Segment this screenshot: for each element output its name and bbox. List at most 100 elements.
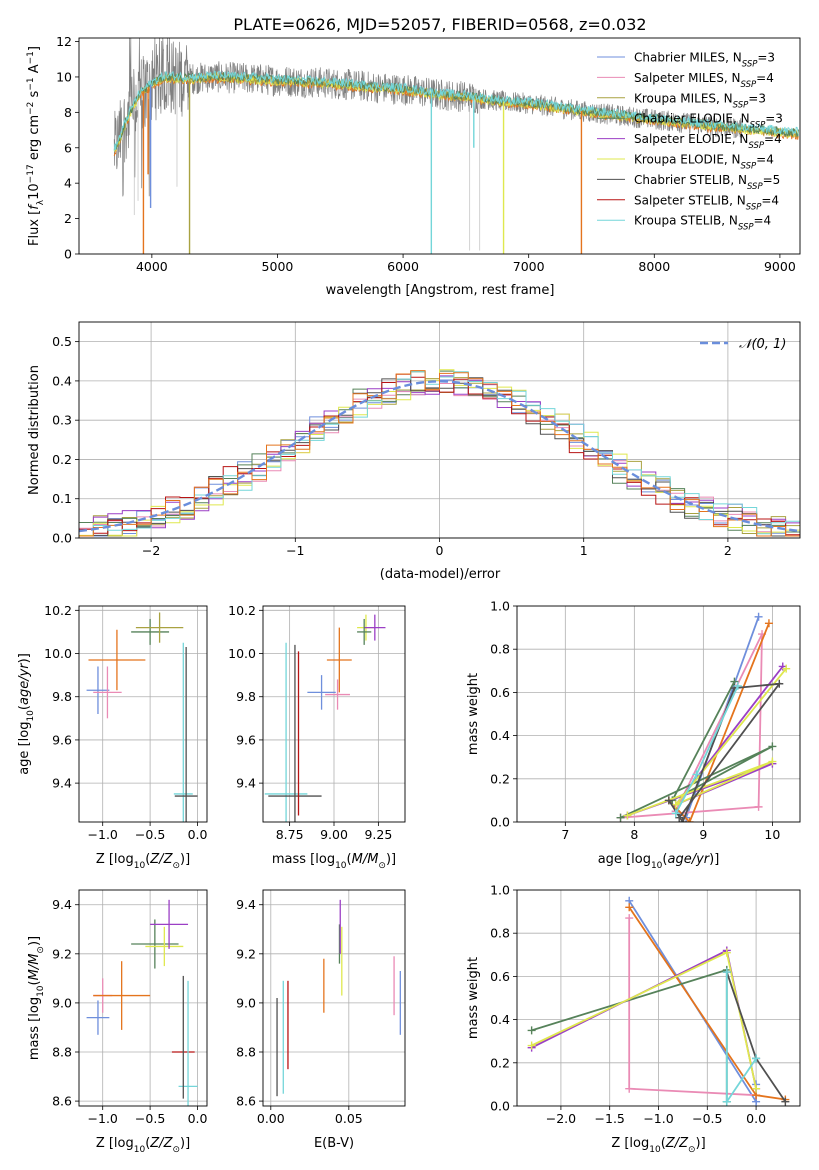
weight-point-marker: [625, 914, 634, 923]
weight-point-marker: [733, 681, 742, 690]
x-tick-label: 9.00: [320, 827, 348, 842]
x-axis-label: age [log10(age/yr)]: [598, 852, 720, 871]
model-spectrum: [114, 71, 799, 150]
mass_weight_vs_Z-axes: −2.0 −1.5 −1.0 −0.5 0.0 0.0 0.2 0.4 0.6 0.8 1.0 Z […: [466, 883, 801, 1155]
x-tick-label: −1: [286, 543, 304, 558]
weight-point-marker: [616, 813, 625, 822]
legend-entry: 𝒩(0, 1): [739, 337, 786, 352]
axes-frame: [262, 605, 406, 823]
axes-frame: [78, 889, 208, 1107]
y-tick-label: 4: [64, 176, 72, 191]
y-axis-label: mass weight: [466, 673, 481, 755]
y-tick-label: 0.2: [52, 452, 72, 467]
axes-frame: [78, 321, 801, 539]
y-tick-label: 9.6: [52, 732, 72, 747]
weight-point-marker: [722, 1097, 731, 1106]
legend-entry: Kroupa STELIB, NSSP=4: [634, 214, 771, 233]
y-axis-label: age [log10(age/yr)]: [17, 653, 36, 775]
x-tick-label: 7: [561, 827, 569, 842]
weight-point-marker: [671, 809, 680, 818]
weight-point-marker: [527, 1026, 536, 1035]
x-tick-label: 0.0: [746, 1111, 766, 1126]
y-tick-label: 0.6: [490, 685, 510, 700]
x-tick-label: 8.75: [276, 827, 304, 842]
mass_vs_Z-axes: −1.0 −0.5 0.0 8.6 8.8 9.0 9.2 9.4 Z [log10(Z/Z⊙)…: [27, 889, 208, 1155]
weight-point-marker: [692, 770, 701, 779]
weight-point-marker: [625, 903, 634, 912]
weight-point-marker: [722, 968, 731, 977]
y-tick-label: 0.0: [490, 1099, 510, 1114]
axes-frame: [516, 889, 801, 1107]
x-tick-label: 0.00: [257, 1111, 285, 1126]
x-tick-label: 0: [436, 543, 444, 558]
weight-point-marker: [754, 802, 763, 811]
legend-entry: Kroupa MILES, NSSP=3: [634, 91, 766, 110]
axes-frame: [78, 605, 208, 823]
y-tick-label: 9.8: [236, 689, 256, 704]
y-tick-label: 9.4: [52, 897, 72, 912]
x-tick-label: 7000: [513, 259, 545, 274]
x-tick-label: −1.0: [88, 827, 118, 842]
y-tick-label: 9.4: [52, 776, 72, 791]
x-tick-label: −1.0: [643, 1111, 673, 1126]
y-tick-label: 0.4: [490, 728, 510, 743]
weight-point-marker: [527, 1041, 536, 1050]
y-tick-label: 9.4: [236, 897, 256, 912]
y-tick-label: 10.0: [228, 646, 256, 661]
legend-entry: Kroupa ELODIE, NSSP=4: [634, 153, 774, 172]
x-tick-label: 9000: [764, 259, 796, 274]
y-axis-label: mass weight: [466, 957, 481, 1039]
weight-point-marker: [625, 1084, 634, 1093]
legend-entry: Chabrier STELIB, NSSP=5: [634, 173, 780, 192]
age_vs_Z-axes: −1.0 −0.5 0.0 9.4 9.6 9.8 10.0 10.2 Z [log10(Z/Z…: [17, 603, 208, 871]
y-tick-label: 0.1: [52, 491, 72, 506]
plot-area: [79, 890, 207, 1106]
x-axis-label: Z [log10(Z/Z⊙)]: [611, 1136, 705, 1155]
y-tick-label: 10.2: [44, 603, 72, 618]
spectrum-axes: 4000 5000 6000 7000 8000 9000 0 2 4 6 8 10 12 wavelen…: [26, 34, 801, 298]
mass_weight_vs_age-axes: 7 8 9 10 0.0 0.2 0.4 0.6 0.8 1.0 age [log10(age/yr…: [466, 599, 801, 871]
gaussian-curve: [79, 380, 800, 533]
weight-point-marker: [685, 818, 694, 822]
x-tick-label: −0.5: [135, 1111, 165, 1126]
weight-point-marker: [671, 800, 680, 809]
y-tick-label: 8: [64, 105, 72, 120]
x-tick-label: −2.0: [546, 1111, 576, 1126]
weight-point-marker: [782, 664, 791, 673]
weight-series-line: [628, 918, 757, 1097]
y-axis-label: mass [log10(M/M⊙)]: [27, 936, 46, 1060]
y-tick-label: 0.4: [490, 1012, 510, 1027]
weight-point-marker: [775, 679, 784, 688]
y-tick-label: 9.4: [236, 776, 256, 791]
x-axis-label: Z [log10(Z/Z⊙)]: [96, 852, 190, 871]
y-tick-label: 0.5: [52, 334, 72, 349]
y-tick-label: 0.8: [490, 642, 510, 657]
y-tick-label: 8.6: [52, 1094, 72, 1109]
weight-series-line: [675, 685, 739, 814]
y-tick-label: 12: [56, 34, 72, 49]
y-tick-label: 9.0: [236, 995, 256, 1010]
legend-entry: Chabrier ELODIE, NSSP=3: [634, 112, 783, 131]
x-axis-label: mass [log10(M/M⊙)]: [272, 852, 396, 871]
x-axis-label: (data-model)/error: [380, 567, 501, 582]
y-tick-label: 8.8: [236, 1045, 256, 1060]
x-tick-label: 8000: [638, 259, 670, 274]
weight-point-marker: [764, 619, 773, 628]
histogram-series: [79, 370, 800, 537]
y-tick-label: 9.2: [236, 946, 256, 961]
model-spectrum: [113, 70, 799, 151]
figure-title: PLATE=0626, MJD=52057, FIBERID=0568, z=0…: [233, 15, 646, 34]
axes-frame: [516, 605, 801, 823]
y-tick-label: 9.2: [52, 946, 72, 961]
y-tick-label: 0.4: [52, 373, 72, 388]
x-tick-label: 0.0: [188, 1111, 208, 1126]
x-axis-label: wavelength [Angstrom, rest frame]: [326, 283, 555, 298]
x-tick-label: −2: [142, 543, 160, 558]
x-tick-label: 8: [630, 827, 638, 842]
weight-point-marker: [678, 818, 687, 822]
x-axis-label: E(B-V): [314, 1136, 354, 1151]
x-tick-label: 9: [699, 827, 707, 842]
weight-series-line: [627, 668, 787, 817]
